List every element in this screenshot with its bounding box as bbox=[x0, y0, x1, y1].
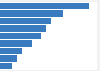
Bar bbox=[0, 10, 63, 17]
Bar bbox=[0, 40, 32, 47]
Bar bbox=[0, 18, 51, 24]
Bar bbox=[0, 25, 46, 32]
Bar bbox=[0, 33, 41, 39]
Bar bbox=[0, 63, 12, 69]
Bar bbox=[0, 48, 22, 54]
Bar bbox=[0, 3, 88, 9]
Bar bbox=[0, 55, 17, 62]
